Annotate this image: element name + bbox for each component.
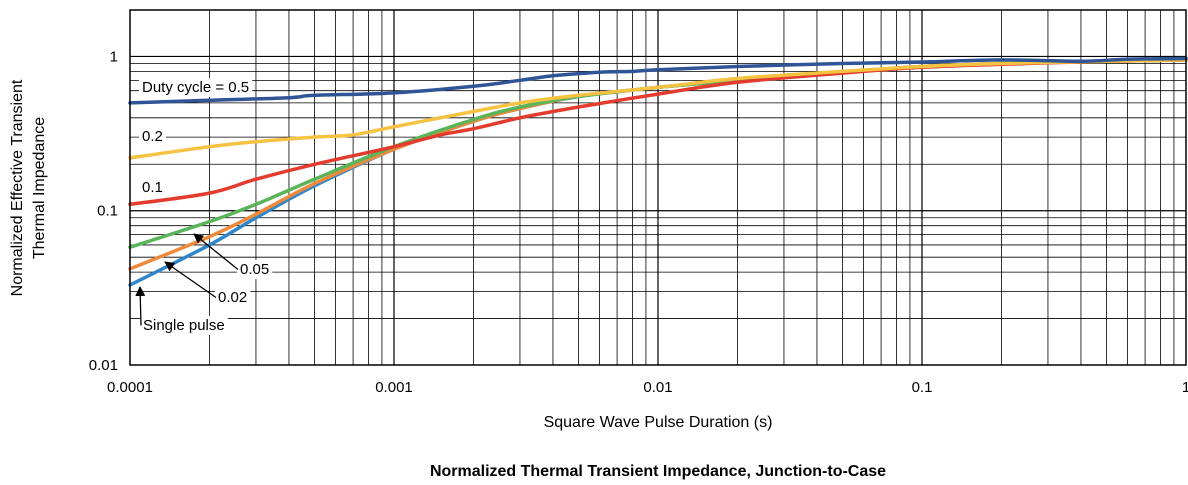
annotation-label: 0.2 (142, 128, 163, 145)
annotation-label-bg (140, 316, 228, 335)
x-tick-label: 1 (1182, 379, 1188, 396)
series-line-0-2 (128, 58, 1188, 160)
annotation-arrow (193, 233, 239, 271)
annotation-0-05: 0.05 (193, 233, 273, 279)
annotation-label: Single pulse (143, 317, 225, 334)
chart-title: Normalized Thermal Transient Impedance, … (430, 463, 886, 480)
annotation-layer: Duty cycle = 0.5 0.2 0.1 0.05 0.02 Single pul… (135, 78, 273, 335)
annotation-single-pulse: Single pulse (135, 286, 228, 335)
series-layer (128, 56, 1188, 287)
annotation-0-1: 0.1 (139, 178, 166, 197)
plot-frame (129, 9, 1187, 366)
annotation-arrow (135, 286, 146, 326)
y-tick-label: 0.1 (97, 203, 118, 220)
x-tick-label: 0.1 (912, 379, 933, 396)
annotation-label: 0.02 (218, 289, 247, 306)
annotation-0-02: 0.02 (164, 261, 251, 307)
annotation-duty-cycle-0-5: Duty cycle = 0.5 (139, 78, 253, 97)
ticks-layer: 0.0001 0.001 0.01 0.1 1 0.01 0.1 1 (89, 48, 1188, 396)
annotation-label: Duty cycle = 0.5 (142, 79, 249, 96)
grid (130, 10, 1186, 365)
annotation-label-bg (139, 78, 253, 97)
y-tick-label: 0.01 (89, 357, 118, 374)
annotation-arrow (164, 261, 217, 299)
annotation-label: 0.05 (240, 261, 269, 278)
annotation-label: 0.1 (142, 179, 163, 196)
annotation-label-bg (215, 288, 251, 307)
annotation-label-bg (139, 178, 166, 197)
x-axis-label: Square Wave Pulse Duration (s) (544, 414, 773, 431)
series-line-duty-cycle-0-5 (128, 56, 1188, 105)
annotation-0-2: 0.2 (139, 127, 166, 146)
y-axis-label-line-1: Normalized Effective Transient (9, 79, 26, 296)
x-tick-label: 0.0001 (107, 379, 153, 396)
y-tick-label: 1 (110, 48, 118, 65)
x-tick-label: 0.001 (375, 379, 413, 396)
annotation-label-bg (237, 260, 273, 279)
x-tick-label: 0.01 (643, 379, 672, 396)
y-axis-label-line-2: Thermal Impedance (31, 117, 48, 259)
annotation-label-bg (139, 127, 166, 146)
